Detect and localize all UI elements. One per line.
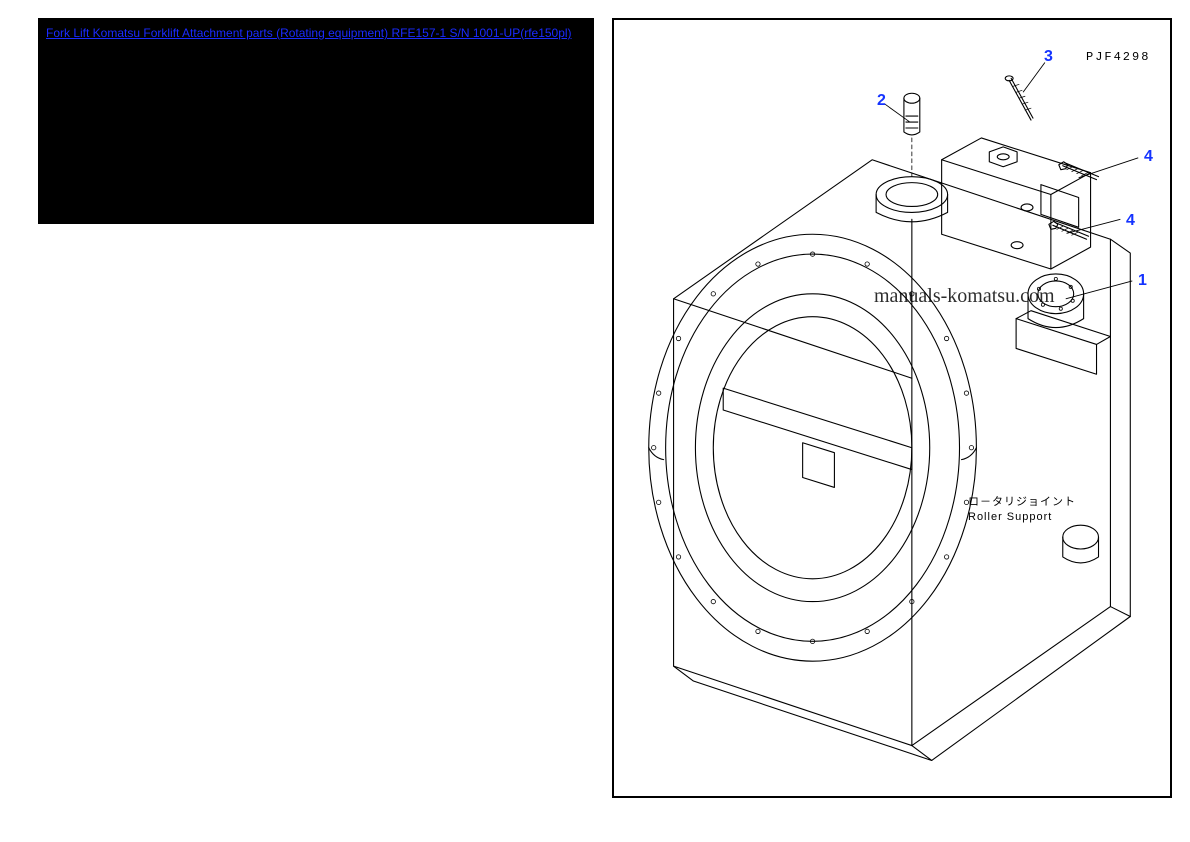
callout-4: 4	[1126, 212, 1135, 230]
callout-1: 1	[1138, 272, 1147, 290]
breadcrumb-link[interactable]: Fork Lift Komatsu Forklift Attachment pa…	[46, 26, 572, 40]
left-panel: Fork Lift Komatsu Forklift Attachment pa…	[38, 18, 594, 224]
callout-2: 2	[877, 92, 886, 110]
callout-3: 3	[1044, 48, 1053, 66]
exploded-view-svg	[614, 20, 1170, 796]
diagram-frame: PJF4298 manuals-komatsu.com ロ－タリジョイント Ro…	[612, 18, 1172, 798]
page-root: Fork Lift Komatsu Forklift Attachment pa…	[0, 0, 1190, 842]
callout-4: 4	[1144, 148, 1153, 166]
